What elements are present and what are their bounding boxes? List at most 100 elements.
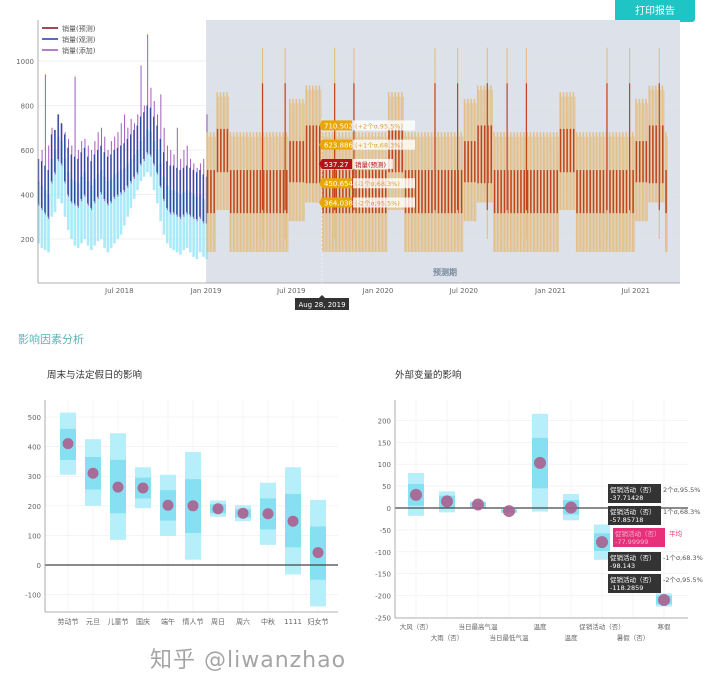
forecast-2sigma-bar bbox=[349, 136, 352, 252]
forecast-1sigma-bar bbox=[648, 125, 651, 184]
forecast-2sigma-bar bbox=[211, 136, 213, 252]
forecast-1sigma-bar bbox=[563, 128, 565, 173]
forecast-1sigma-bar bbox=[470, 141, 473, 183]
history-band bbox=[47, 194, 50, 253]
x-tick-label: Jul 2018 bbox=[104, 287, 134, 295]
tooltip-label: (+2个σ,95.5%) bbox=[355, 122, 403, 130]
external-variable-chart[interactable]: -250 -200 -150 -100 -50 0 50 100 150 200 大风（否） 大雨（否… bbox=[360, 390, 720, 650]
forecast-1sigma-bar bbox=[424, 170, 427, 214]
history-band bbox=[109, 178, 113, 248]
forecast-2sigma-bar bbox=[336, 136, 338, 252]
forecast-2sigma-bar bbox=[646, 103, 649, 222]
y-tick-label: 200 bbox=[21, 236, 34, 244]
forecast-2sigma-bar bbox=[231, 136, 233, 252]
forecast-1sigma-bar bbox=[589, 170, 591, 214]
y-tick-label: 0 bbox=[387, 505, 391, 513]
forecast-2sigma-bar bbox=[445, 136, 447, 252]
x-tick-label: 周六 bbox=[236, 617, 250, 626]
forecast-1sigma-bar bbox=[276, 170, 278, 214]
section-title: 影响因素分析 bbox=[18, 333, 84, 346]
y-tick-label: 1000 bbox=[16, 58, 34, 66]
forecast-2sigma-bar bbox=[488, 89, 490, 203]
forecast-1sigma-bar bbox=[411, 170, 413, 214]
forecast-2sigma-bar bbox=[666, 136, 668, 252]
mean-dot bbox=[534, 456, 546, 469]
tooltip-box bbox=[608, 552, 661, 571]
forecast-2sigma-bar bbox=[508, 136, 510, 252]
history-band bbox=[50, 158, 54, 217]
history-band bbox=[103, 176, 106, 248]
tooltip-label: -2个σ,95.5% bbox=[663, 576, 703, 584]
forecast-1sigma-bar bbox=[474, 141, 476, 183]
history-band bbox=[40, 185, 44, 248]
y-tick-label: -100 bbox=[375, 549, 391, 557]
forecast-1sigma-bar bbox=[378, 170, 380, 214]
mean-dot bbox=[410, 488, 422, 501]
forecast-1sigma-bar bbox=[579, 170, 582, 214]
history-band bbox=[198, 194, 202, 253]
forecast-1sigma-bar bbox=[596, 170, 598, 214]
history-band bbox=[189, 192, 192, 253]
forecast-1sigma-bar bbox=[467, 141, 469, 183]
forecast-1sigma-bar bbox=[497, 170, 499, 214]
forecast-1sigma-bar bbox=[450, 170, 453, 214]
tooltip-label: 2个σ,95.5% bbox=[663, 486, 700, 494]
forecast-2sigma-bar bbox=[495, 136, 497, 252]
forecast-2sigma-bar bbox=[316, 89, 319, 203]
forecast-2sigma-bar bbox=[372, 136, 375, 252]
forecast-1sigma-bar bbox=[576, 170, 578, 214]
forecast-1sigma-bar bbox=[338, 170, 341, 214]
history-band bbox=[156, 150, 159, 204]
holiday-effect-chart[interactable]: -100 0 100 200 300 400 500 劳动节 元旦 儿童节 国庆 端午 情人节 周日 周六 中… bbox=[0, 390, 360, 635]
forecast-2sigma-bar bbox=[603, 136, 606, 252]
forecast-2sigma-bar bbox=[623, 136, 625, 252]
history-band bbox=[43, 190, 47, 251]
forecast-1sigma-bar bbox=[315, 125, 318, 184]
forecast-2sigma-bar bbox=[580, 136, 583, 252]
x-tick-label: 寒假 bbox=[658, 622, 672, 631]
forecast-2sigma-bar bbox=[501, 136, 503, 252]
forecast-1sigma-bar bbox=[546, 170, 549, 214]
sales-forecast-chart[interactable]: 200 400 600 800 1000 Jul 2018 Jan 2019 Jul 2019… bbox=[0, 0, 720, 314]
forecast-2sigma-bar bbox=[656, 89, 658, 203]
forecast-2sigma-bar bbox=[570, 96, 573, 211]
forecast-2sigma-bar bbox=[217, 96, 220, 211]
x-tick-label: 温度 bbox=[534, 622, 548, 631]
forecast-2sigma-bar bbox=[402, 96, 404, 211]
forecast-1sigma-bar bbox=[431, 170, 433, 214]
forecast-1sigma-bar bbox=[625, 170, 628, 214]
history-band bbox=[192, 194, 195, 257]
forecast-1sigma-bar bbox=[536, 170, 539, 214]
forecast-1sigma-bar bbox=[289, 141, 291, 183]
forecast-2sigma-bar bbox=[593, 136, 596, 252]
tooltip-value: 450.654 bbox=[324, 180, 353, 188]
hover-date-box bbox=[295, 298, 349, 310]
forecast-2sigma-bar bbox=[415, 136, 418, 252]
forecast-1sigma-bar bbox=[655, 125, 657, 184]
forecast-2sigma-bar bbox=[237, 136, 240, 252]
y-tick-label: 500 bbox=[28, 414, 41, 422]
forecast-2sigma-bar bbox=[208, 136, 210, 252]
history-band bbox=[169, 190, 172, 248]
forecast-1sigma-bar bbox=[652, 125, 654, 184]
x-tick-label: 大雨（否） bbox=[431, 633, 464, 642]
forecast-2sigma-bar bbox=[412, 136, 414, 252]
mean-dot bbox=[262, 508, 274, 520]
forecast-1sigma-bar bbox=[516, 170, 519, 214]
forecast-2sigma-bar bbox=[471, 103, 474, 222]
x-tick-label: 妇女节 bbox=[308, 617, 329, 626]
print-report-button[interactable]: 打印报告 bbox=[615, 0, 695, 22]
tooltip-box bbox=[319, 158, 352, 169]
forecast-1sigma-bar bbox=[246, 170, 248, 214]
mean-dot bbox=[237, 507, 249, 519]
mean-dot bbox=[112, 481, 124, 493]
forecast-2sigma-bar bbox=[455, 136, 457, 252]
x-tick-label: 周日 bbox=[211, 618, 225, 626]
forecast-2sigma-bar bbox=[260, 136, 263, 252]
forecast-2sigma-bar bbox=[537, 136, 540, 252]
history-band bbox=[106, 181, 110, 253]
mean-dot bbox=[472, 498, 484, 511]
tooltip-label: (+1个σ,68.3%) bbox=[355, 142, 403, 150]
forecast-1sigma-bar bbox=[286, 170, 288, 214]
forecast-1sigma-bar bbox=[599, 170, 601, 214]
